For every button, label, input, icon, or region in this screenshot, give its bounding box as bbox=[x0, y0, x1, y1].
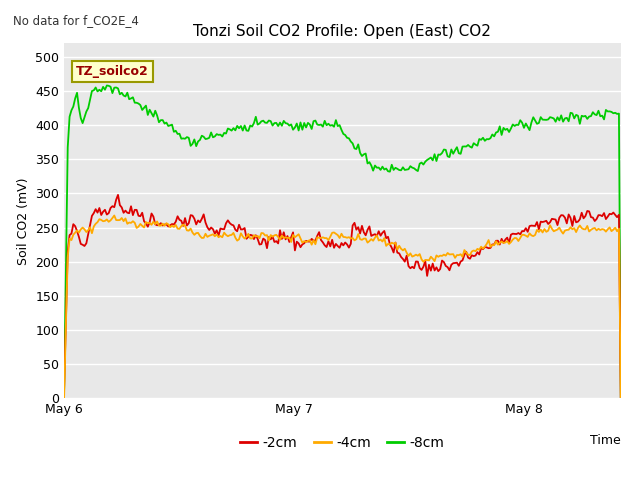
-8cm bbox=[403, 167, 410, 172]
-4cm bbox=[60, 399, 68, 405]
-4cm bbox=[617, 398, 625, 404]
-2cm bbox=[394, 250, 401, 255]
-4cm bbox=[392, 240, 399, 246]
Title: Tonzi Soil CO2 Profile: Open (East) CO2: Tonzi Soil CO2 Profile: Open (East) CO2 bbox=[193, 24, 492, 39]
-2cm bbox=[403, 253, 410, 259]
-2cm bbox=[531, 223, 539, 229]
-8cm bbox=[394, 166, 401, 172]
-4cm bbox=[394, 247, 401, 252]
-2cm bbox=[60, 390, 68, 396]
Line: -8cm: -8cm bbox=[64, 85, 621, 398]
-8cm bbox=[103, 83, 111, 88]
-2cm bbox=[392, 240, 399, 245]
-4cm bbox=[566, 224, 574, 230]
-2cm bbox=[617, 399, 625, 405]
-2cm bbox=[62, 320, 70, 325]
-4cm bbox=[62, 324, 70, 329]
-8cm bbox=[531, 118, 539, 123]
-4cm bbox=[111, 213, 118, 218]
-4cm bbox=[531, 232, 539, 238]
-2cm bbox=[566, 215, 574, 221]
Line: -4cm: -4cm bbox=[64, 216, 621, 402]
Line: -2cm: -2cm bbox=[64, 195, 621, 402]
-8cm bbox=[60, 396, 68, 401]
-8cm bbox=[62, 269, 70, 275]
-4cm bbox=[403, 250, 410, 255]
Text: TZ_soilco2: TZ_soilco2 bbox=[76, 65, 149, 78]
Text: Time: Time bbox=[590, 434, 621, 447]
Y-axis label: Soil CO2 (mV): Soil CO2 (mV) bbox=[17, 177, 29, 264]
Legend: -2cm, -4cm, -8cm: -2cm, -4cm, -8cm bbox=[235, 430, 450, 456]
-2cm bbox=[114, 192, 122, 198]
-8cm bbox=[617, 396, 625, 401]
-8cm bbox=[392, 165, 399, 171]
-8cm bbox=[566, 110, 574, 116]
Text: No data for f_CO2E_4: No data for f_CO2E_4 bbox=[13, 14, 139, 27]
